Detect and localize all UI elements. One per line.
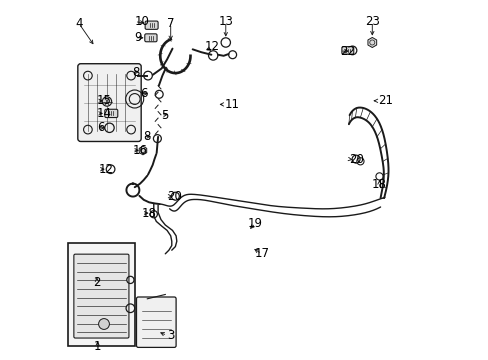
Text: 2: 2	[93, 276, 101, 289]
Text: 7: 7	[166, 17, 174, 30]
Text: 18: 18	[142, 207, 157, 220]
Bar	[68, 243, 134, 346]
Text: 1: 1	[94, 340, 101, 353]
Text: 20: 20	[167, 190, 182, 203]
Text: 3: 3	[167, 329, 174, 342]
Text: 15: 15	[97, 94, 112, 107]
Text: 22: 22	[339, 45, 354, 58]
FancyBboxPatch shape	[145, 21, 158, 29]
Text: 19: 19	[247, 217, 262, 230]
Circle shape	[99, 319, 109, 329]
Text: 21: 21	[377, 94, 392, 107]
Text: 14: 14	[97, 107, 112, 120]
FancyBboxPatch shape	[136, 297, 176, 347]
Text: 20: 20	[348, 153, 363, 166]
Text: 11: 11	[224, 98, 239, 111]
Text: 17: 17	[254, 247, 269, 260]
Text: 13: 13	[218, 15, 233, 28]
Text: 4: 4	[75, 17, 82, 30]
Text: 6: 6	[97, 121, 104, 134]
FancyBboxPatch shape	[78, 64, 141, 141]
Text: 8: 8	[143, 130, 151, 143]
Text: 10: 10	[134, 15, 149, 28]
FancyBboxPatch shape	[341, 46, 353, 54]
Text: 9: 9	[134, 31, 142, 44]
Text: 6: 6	[140, 87, 147, 100]
Text: 12: 12	[204, 40, 220, 53]
Text: 23: 23	[364, 15, 379, 28]
Circle shape	[102, 97, 111, 106]
Text: 8: 8	[132, 66, 139, 78]
FancyBboxPatch shape	[104, 109, 118, 117]
Text: 5: 5	[161, 109, 168, 122]
FancyBboxPatch shape	[74, 254, 129, 338]
Polygon shape	[139, 146, 146, 155]
FancyBboxPatch shape	[144, 34, 157, 42]
Polygon shape	[367, 37, 376, 48]
Text: 12: 12	[99, 163, 114, 176]
Text: 16: 16	[132, 144, 147, 157]
Text: 18: 18	[371, 178, 386, 191]
